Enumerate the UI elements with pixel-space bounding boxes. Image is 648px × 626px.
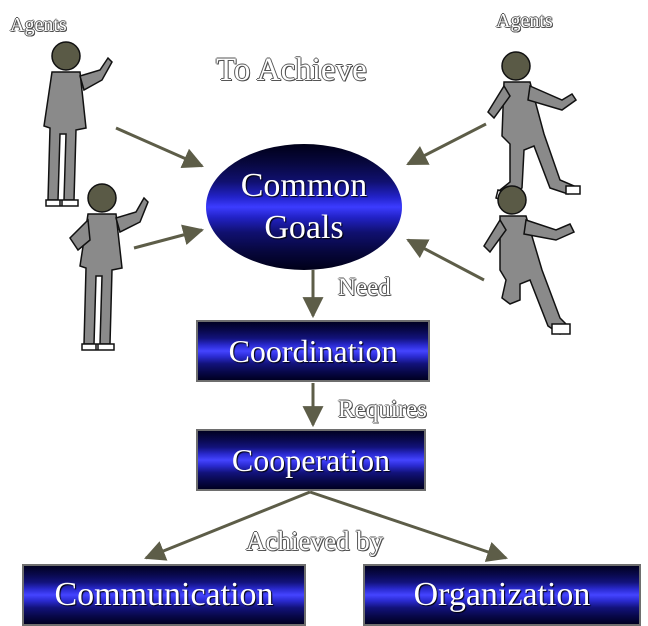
edge-label-achieved-by: Achieved by (246, 526, 384, 556)
arrow-cooperation-to-communication (144, 490, 311, 561)
arrow-cooperation-to-organization (309, 490, 508, 562)
agents-label-left: Agents (10, 14, 67, 36)
common-goals-node: Common Goals (206, 144, 402, 270)
coordination-node: Coordination (196, 320, 430, 382)
common-goals-line2: Goals (264, 209, 344, 246)
coordination-label: Coordination (228, 332, 398, 369)
agent-figure-3 (487, 51, 581, 203)
arrow-agent2-to-goals (133, 224, 205, 250)
communication-label: Communication (54, 576, 274, 613)
agent-figure-1 (43, 41, 113, 207)
diagram-title: To Achieve (216, 52, 367, 88)
arrow-agent1-to-goals (115, 126, 204, 168)
organization-node: Organization (363, 564, 641, 626)
agent-figure-2 (69, 183, 149, 351)
common-goals-line1: Common (240, 167, 368, 204)
arrow-agent3-to-goals (406, 122, 487, 166)
cooperation-node: Cooperation (196, 429, 426, 491)
organization-label: Organization (413, 576, 591, 613)
agent-figure-4 (483, 185, 576, 335)
communication-node: Communication (22, 564, 306, 626)
edge-label-need: Need (338, 274, 391, 301)
edge-label-requires: Requires (338, 396, 427, 423)
cooperation-label: Cooperation (231, 441, 391, 478)
arrow-agent4-to-goals (406, 238, 485, 282)
agents-label-right: Agents (496, 10, 553, 32)
